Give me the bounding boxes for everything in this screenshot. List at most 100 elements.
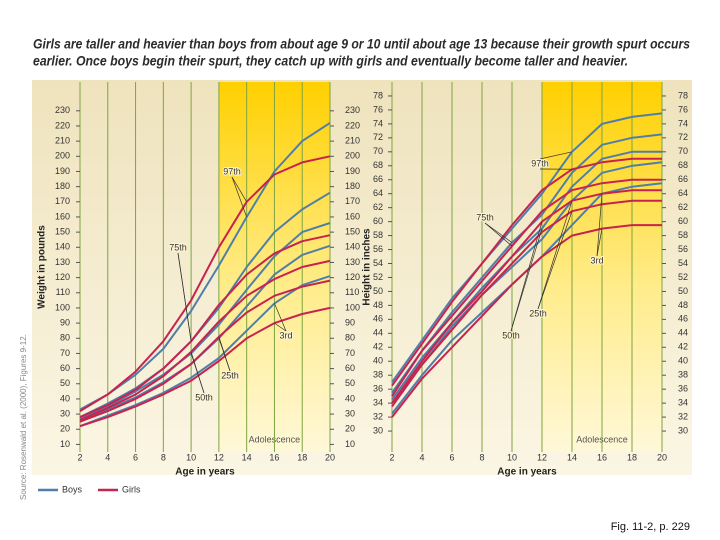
x-axis-label: Age in years (175, 467, 235, 478)
y-tick-label: 42 (678, 342, 688, 352)
y-tick-label: 70 (345, 348, 355, 358)
leader-line (190, 351, 205, 394)
y-tick-label: 74 (373, 118, 383, 128)
y-tick-label: 30 (678, 425, 688, 435)
y-tick-label: 90 (60, 317, 70, 327)
y-tick-label: 72 (678, 132, 688, 142)
growth-curve (391, 178, 662, 397)
y-tick-label: 38 (678, 370, 688, 380)
x-tick-label: 12 (537, 452, 547, 462)
percentile-label: 3rd (590, 255, 603, 265)
y-tick-label: 230 (345, 105, 360, 115)
y-tick-label: 32 (678, 411, 688, 421)
y-tick-label: 40 (373, 356, 383, 366)
growth-curve (79, 222, 331, 420)
x-tick-label: 14 (242, 452, 252, 462)
y-tick-label: 34 (373, 398, 383, 408)
y-tick-label: 68 (373, 160, 383, 170)
growth-curve (391, 112, 663, 383)
leader-line (231, 176, 247, 218)
y-tick-label: 70 (678, 146, 688, 156)
y-tick-label: 100 (55, 302, 70, 312)
growth-curve (79, 279, 331, 423)
growth-curve (79, 259, 331, 422)
y-tick-label: 66 (678, 174, 688, 184)
y-tick-label: 40 (60, 393, 70, 403)
percentile-label: 25th (221, 370, 239, 380)
y-tick-label: 46 (678, 314, 688, 324)
x-tick-label: 8 (479, 452, 484, 462)
y-tick-label: 190 (55, 166, 70, 176)
leader-line (177, 252, 192, 342)
y-tick-label: 170 (55, 196, 70, 206)
y-tick-label: 190 (345, 166, 360, 176)
x-tick-label: 6 (133, 452, 138, 462)
leader-line (484, 222, 513, 243)
y-tick-label: 100 (345, 302, 360, 312)
y-tick-label: 72 (373, 132, 383, 142)
growth-curve (391, 199, 662, 408)
y-tick-label: 110 (56, 287, 70, 297)
y-tick-label: 210 (345, 136, 360, 146)
y-tick-label: 62 (678, 202, 688, 212)
leader-line (484, 222, 513, 247)
x-tick-label: 10 (507, 452, 517, 462)
y-tick-label: 44 (373, 328, 383, 338)
growth-curve (79, 155, 331, 412)
growth-curve (79, 122, 331, 411)
y-tick-label: 48 (373, 300, 383, 310)
legend-label: Boys (62, 484, 83, 494)
y-tick-label: 58 (373, 230, 383, 240)
y-tick-label: 30 (345, 408, 355, 418)
y-tick-label: 54 (373, 258, 383, 268)
y-tick-label: 50 (345, 378, 355, 388)
y-tick-label: 150 (55, 226, 70, 236)
leader-line (274, 322, 287, 332)
y-tick-label: 170 (345, 196, 360, 206)
percentile-label: 97th (531, 158, 549, 168)
leader-line (274, 303, 287, 332)
growth-curve (79, 234, 331, 419)
leader-line (218, 336, 231, 372)
y-tick-label: 160 (55, 211, 70, 221)
leader-line (539, 151, 573, 160)
leader-line (510, 221, 543, 332)
y-tick-label: 210 (55, 136, 70, 146)
y-tick-label: 60 (373, 216, 383, 226)
x-tick-label: 20 (657, 452, 667, 462)
y-tick-label: 64 (373, 188, 383, 198)
y-tick-label: 80 (345, 333, 355, 343)
y-tick-label: 76 (373, 104, 383, 114)
y-axis-label: Weight in pounds (37, 225, 48, 309)
y-tick-label: 70 (60, 348, 70, 358)
y-tick-label: 130 (345, 257, 360, 267)
y-tick-label: 200 (55, 151, 70, 161)
y-tick-label: 40 (678, 356, 688, 366)
x-tick-label: 20 (325, 452, 335, 462)
y-tick-label: 62 (373, 202, 383, 212)
y-tick-label: 46 (373, 314, 383, 324)
y-tick-label: 78 (678, 90, 688, 100)
x-tick-label: 10 (186, 452, 196, 462)
y-tick-label: 32 (373, 411, 383, 421)
title-line: Girls are taller and heavier than boys f… (33, 37, 690, 52)
y-tick-label: 52 (373, 272, 383, 282)
leader-line (537, 200, 573, 310)
y-tick-label: 90 (345, 317, 355, 327)
y-tick-label: 200 (345, 151, 360, 161)
y-tick-label: 58 (678, 230, 688, 240)
y-tick-label: 56 (373, 244, 383, 254)
caption: Fig. 11-2, p. 229 (611, 521, 690, 533)
x-tick-label: 16 (597, 452, 607, 462)
leader-line (596, 193, 603, 257)
growth-curve (79, 306, 331, 428)
y-tick-label: 50 (373, 286, 383, 296)
y-tick-label: 36 (373, 384, 383, 394)
y-tick-label: 150 (345, 226, 360, 236)
growth-curve (391, 150, 662, 401)
y-tick-label: 220 (345, 120, 360, 130)
y-tick-label: 66 (373, 174, 383, 184)
y-tick-label: 20 (345, 424, 355, 434)
y-tick-label: 76 (678, 104, 688, 114)
